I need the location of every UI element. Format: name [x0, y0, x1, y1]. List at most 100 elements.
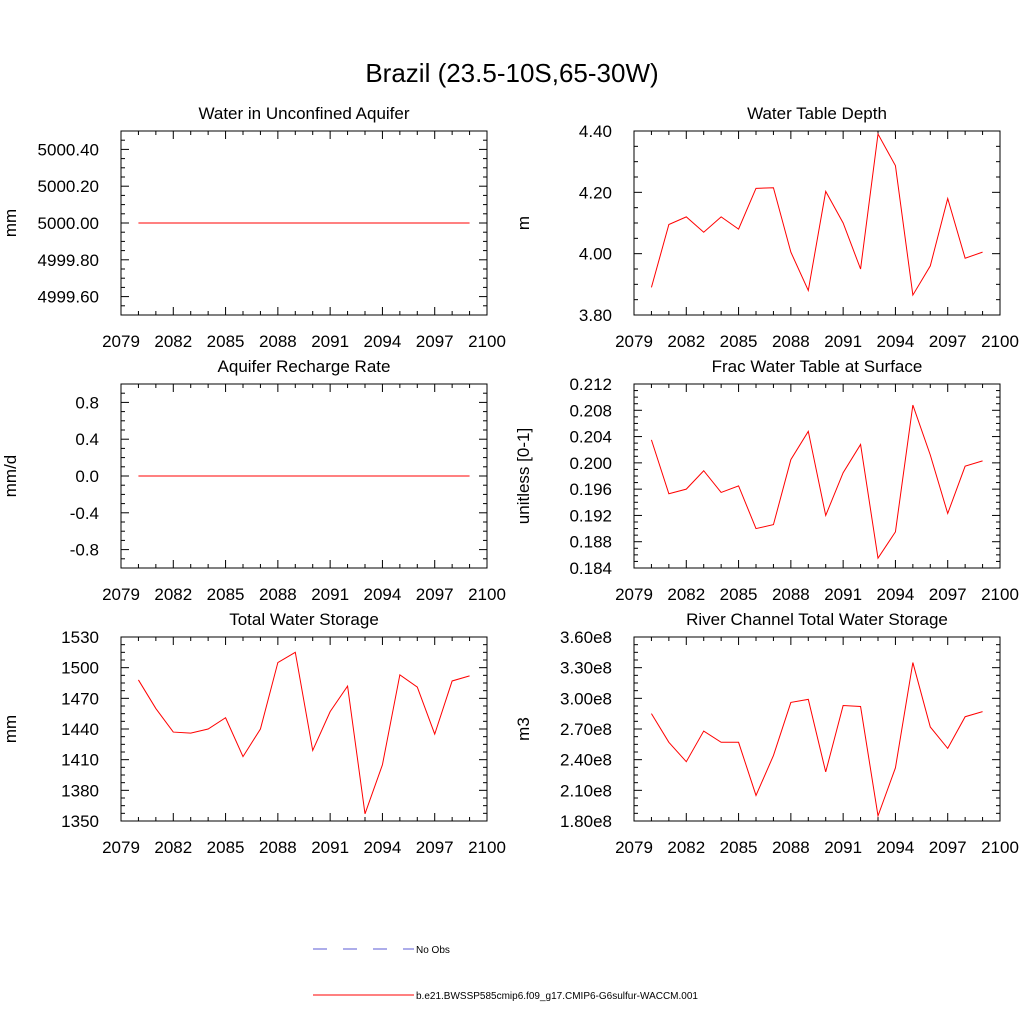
- x-tick-label: 2100: [981, 838, 1019, 857]
- x-tick-label: 2097: [416, 838, 454, 857]
- y-tick-label: 1530: [61, 628, 99, 647]
- x-tick-label: 2088: [772, 332, 810, 351]
- panel-title: River Channel Total Water Storage: [686, 610, 948, 629]
- y-tick-label: 2.10e8: [560, 781, 612, 800]
- y-tick-label: 2.70e8: [560, 720, 612, 739]
- x-tick-label: 2079: [615, 838, 653, 857]
- y-tick-label: 5000.20: [38, 177, 99, 196]
- y-tick-label: 5000.40: [38, 140, 99, 159]
- y-axis-label: mm/d: [1, 455, 20, 498]
- x-tick-label: 2088: [259, 332, 297, 351]
- panel-title: Water in Unconfined Aquifer: [198, 104, 409, 123]
- panel-title: Aquifer Recharge Rate: [218, 357, 391, 376]
- x-tick-label: 2094: [877, 332, 915, 351]
- y-tick-label: 4.20: [579, 183, 612, 202]
- x-tick-label: 2079: [102, 332, 140, 351]
- y-axis-label: unitless [0-1]: [514, 428, 533, 524]
- x-tick-label: 2079: [102, 838, 140, 857]
- panel-4: Frac Water Table at Surface unitless [0-1…: [514, 357, 1019, 604]
- figure-title: Brazil (23.5-10S,65-30W): [365, 58, 658, 88]
- y-axis-label: mm: [1, 715, 20, 743]
- x-tick-label: 2094: [877, 585, 915, 604]
- x-tick-label: 2094: [364, 838, 402, 857]
- series-line: [650, 404, 983, 560]
- y-tick-label: 0.208: [569, 401, 612, 420]
- x-tick-label: 2085: [207, 332, 245, 351]
- x-tick-label: 2088: [772, 585, 810, 604]
- legend-model-label: b.e21.BWSSP585cmip6.f09_g17.CMIP6-G6sulf…: [416, 991, 698, 1002]
- panel-2: Water Table Depth m 2079 2082 2085 2088 2091 20…: [514, 104, 1019, 351]
- y-tick-label: 3.00e8: [560, 689, 612, 708]
- y-tick-label: 3.30e8: [560, 659, 612, 678]
- panel-title: Total Water Storage: [229, 610, 379, 629]
- y-tick-label: 3.80: [579, 306, 612, 325]
- x-tick-label: 2082: [154, 838, 192, 857]
- x-tick-label: 2094: [877, 838, 915, 857]
- y-tick-label: 1380: [61, 781, 99, 800]
- x-tick-label: 2091: [311, 585, 349, 604]
- y-tick-label: 0.0: [75, 467, 99, 486]
- x-tick-label: 2097: [929, 838, 967, 857]
- x-tick-label: 2097: [416, 332, 454, 351]
- y-tick-label: 4.00: [579, 245, 612, 264]
- x-tick-label: 2088: [259, 838, 297, 857]
- plot-frame: [633, 636, 1001, 822]
- y-tick-label: 3.60e8: [560, 628, 612, 647]
- x-tick-label: 2085: [207, 585, 245, 604]
- x-tick-label: 2100: [981, 585, 1019, 604]
- x-tick-label: 2091: [311, 838, 349, 857]
- x-tick-label: 2097: [929, 332, 967, 351]
- panels: Water in Unconfined Aquifer mm 2079 2082 208…: [1, 104, 1019, 857]
- x-tick-label: 2088: [772, 838, 810, 857]
- y-tick-label: 2.40e8: [560, 751, 612, 770]
- panel-title: Frac Water Table at Surface: [712, 357, 923, 376]
- y-tick-label: 0.196: [569, 480, 612, 499]
- y-tick-label: 1470: [61, 689, 99, 708]
- y-tick-label: 1.80e8: [560, 812, 612, 831]
- y-tick-label: 0.212: [569, 375, 612, 394]
- panel-title: Water Table Depth: [747, 104, 887, 123]
- x-tick-label: 2082: [154, 585, 192, 604]
- x-tick-label: 2100: [468, 332, 506, 351]
- x-tick-label: 2079: [615, 332, 653, 351]
- x-tick-label: 2079: [102, 585, 140, 604]
- x-tick-label: 2100: [468, 838, 506, 857]
- plot-frame: [120, 636, 488, 822]
- x-tick-label: 2091: [824, 585, 862, 604]
- y-tick-label: 4999.80: [38, 251, 99, 270]
- x-tick-label: 2082: [667, 332, 705, 351]
- x-tick-label: 2085: [720, 838, 758, 857]
- y-axis-label: m: [514, 216, 533, 230]
- x-tick-label: 2091: [824, 838, 862, 857]
- x-tick-label: 2085: [720, 585, 758, 604]
- x-tick-label: 2091: [311, 332, 349, 351]
- x-tick-label: 2097: [416, 585, 454, 604]
- panel-6: River Channel Total Water Storage m3 2079 2…: [514, 610, 1019, 857]
- x-tick-label: 2100: [981, 332, 1019, 351]
- x-tick-label: 2082: [154, 332, 192, 351]
- panel-1: Water in Unconfined Aquifer mm 2079 2082 208…: [1, 104, 506, 351]
- series-line: [650, 132, 983, 297]
- y-tick-label: 0.188: [569, 533, 612, 552]
- y-tick-label: 1410: [61, 751, 99, 770]
- panel-5: Total Water Storage mm 2079 2082 2085 2088 209…: [1, 610, 506, 857]
- x-tick-label: 2082: [667, 585, 705, 604]
- y-axis-label: mm: [1, 209, 20, 237]
- y-tick-label: 0.204: [569, 428, 612, 447]
- y-tick-label: 5000.00: [38, 214, 99, 233]
- x-tick-label: 2100: [468, 585, 506, 604]
- y-tick-label: -0.8: [70, 541, 99, 560]
- x-tick-label: 2082: [667, 838, 705, 857]
- x-tick-label: 2085: [720, 332, 758, 351]
- y-tick-label: 1440: [61, 720, 99, 739]
- y-tick-label: 1350: [61, 812, 99, 831]
- y-tick-label: 0.200: [569, 454, 612, 473]
- legend-obs-label: No Obs: [416, 945, 450, 956]
- x-tick-label: 2079: [615, 585, 653, 604]
- y-tick-label: 0.8: [75, 393, 99, 412]
- x-tick-label: 2088: [259, 585, 297, 604]
- legend: No Obs b.e21.BWSSP585cmip6.f09_g17.CMIP6…: [313, 945, 698, 1002]
- x-tick-label: 2097: [929, 585, 967, 604]
- series-line: [138, 651, 470, 815]
